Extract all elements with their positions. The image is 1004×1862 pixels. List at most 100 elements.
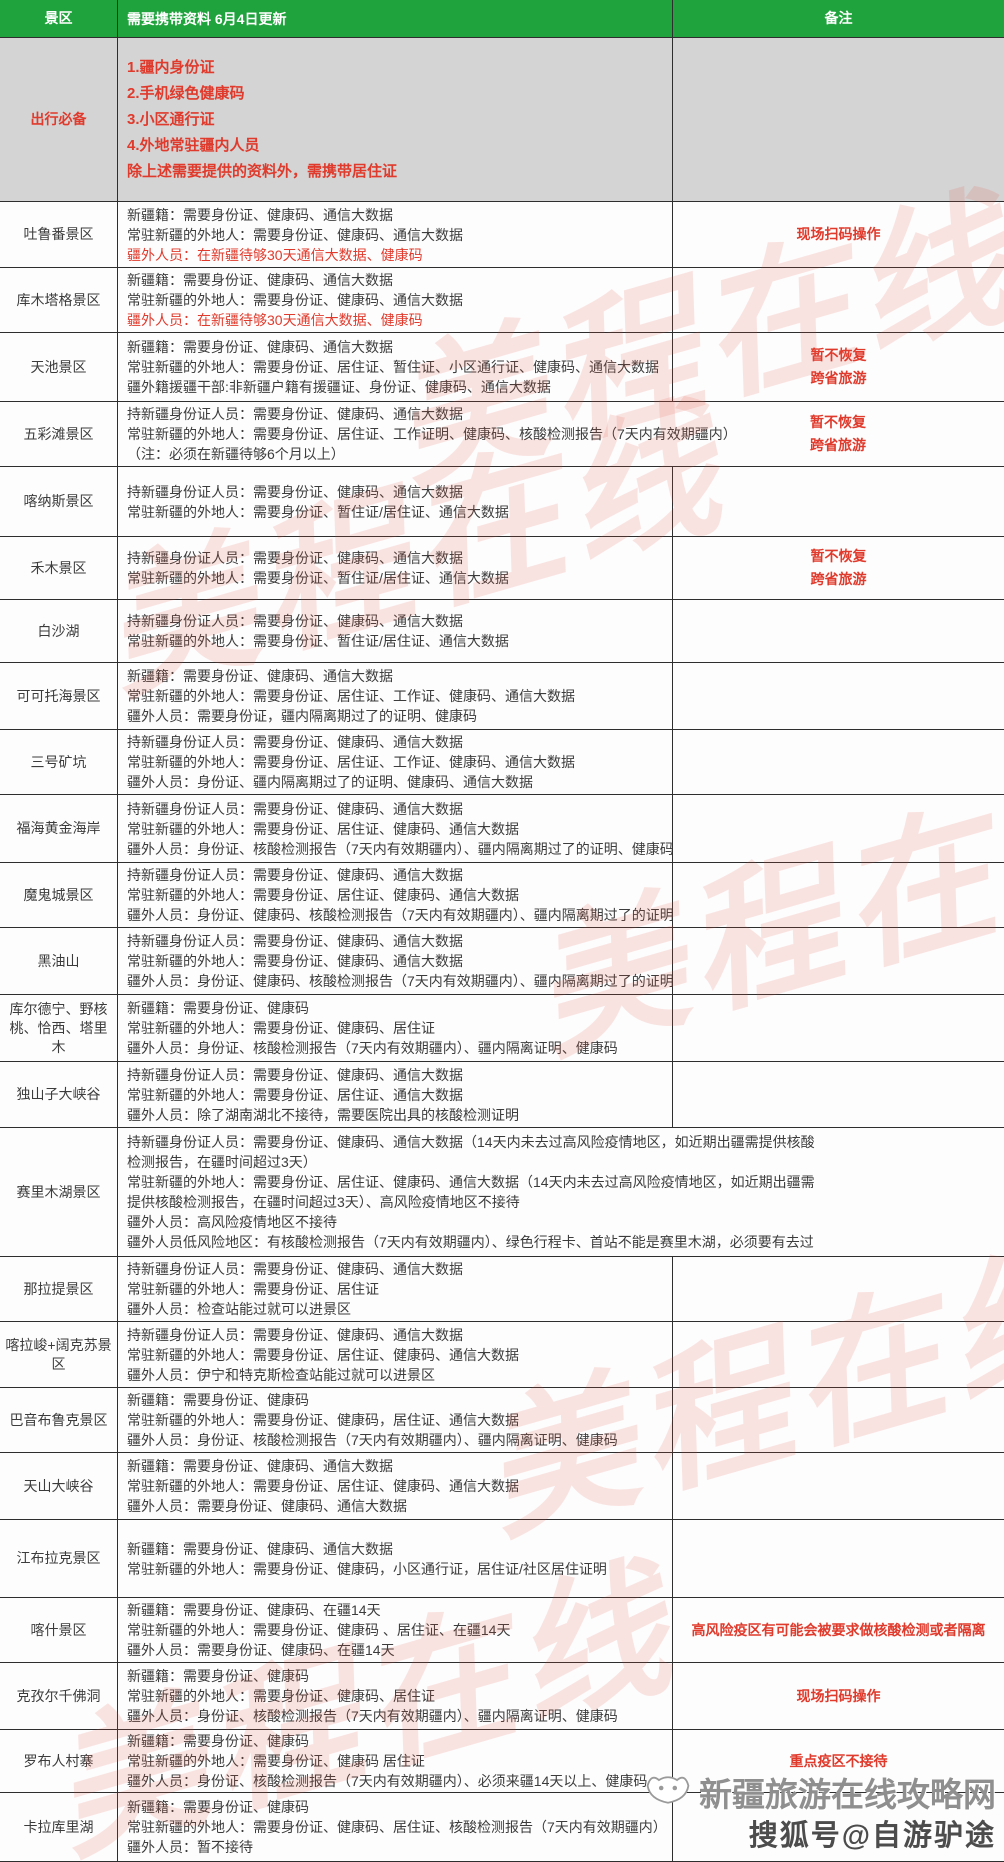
scenic-area-name: 禾木景区 — [0, 537, 118, 599]
remark-cell: 暂不恢复 跨省旅游 — [672, 537, 1004, 599]
doc-line: 常驻新疆的外地人：需要身份证、健康码、通信大数据 — [127, 953, 463, 969]
doc-line: 常驻新疆的外地人：需要身份证、居住证、工作证、健康码、通信大数据 — [127, 688, 575, 704]
scenic-area-name: 吐鲁番景区 — [0, 202, 118, 267]
scenic-area-name: 喀纳斯景区 — [0, 467, 118, 536]
doc-line: 疆外人员：身份证、核酸检测报告（7天内有效期疆内）、疆内隔离证明、健康码 — [127, 1432, 618, 1448]
doc-line: 常驻新疆的外地人：需要身份证、暂住证/居住证、通信大数据 — [127, 503, 509, 520]
table-row: 库木塔格景区 新疆籍：需要身份证、健康码、通信大数据 常驻新疆的外地人：需要身份证、… — [0, 268, 1004, 333]
doc-line: 疆外人员：身份证、核酸检测报告（7天内有效期疆内）、必须来疆14天以上、健康码 — [127, 1773, 648, 1789]
remark-cell: 现场扫码操作 — [672, 202, 1004, 267]
doc-line: 常驻新疆的外地人：需要身份证、健康码，居住证、通信大数据 — [127, 1412, 519, 1428]
doc-line: 新疆籍：需要身份证、健康码、通信大数据 — [127, 272, 393, 288]
remark-cell — [672, 600, 1004, 662]
scenic-area-name: 赛里木湖景区 — [0, 1128, 118, 1256]
rows-container: 吐鲁番景区 新疆籍：需要身份证、健康码、通信大数据 常驻新疆的外地人：需要身份证、健… — [0, 202, 1004, 1862]
doc-line: 持新疆身份证人员：需要身份证、健康码、通信大数据 — [127, 1326, 463, 1343]
remark-cell — [672, 1388, 1004, 1452]
remark-cell — [672, 467, 1004, 536]
docs-cell: 新疆籍：需要身份证、健康码常驻新疆的外地人：需要身份证、健康码、居住证疆外人员：… — [118, 1663, 672, 1729]
doc-line: 疆外人员：身份证、健康码、核酸检测报告（7天内有效期疆内）、疆内隔离期过了的证明 — [127, 973, 674, 989]
doc-line: 疆外人员：在新疆待够30天通信大数据、健康码 — [127, 312, 423, 328]
docs-cell: 新疆籍：需要身份证、健康码、通信大数据 常驻新疆的外地人：需要身份证、居住证、健康… — [118, 1453, 672, 1519]
table-row: 库尔德宁、野核桃、恰西、塔里木 新疆籍：需要身份证、健康码 常驻新疆的外地人：需要身… — [0, 995, 1004, 1062]
doc-line: 持新疆身份证人员：需要身份证、健康码、通信大数据 — [127, 867, 463, 883]
scenic-area-name: 江布拉克景区 — [0, 1520, 118, 1597]
doc-line: 疆外人员：需要身份证、健康码、通信大数据 — [127, 1498, 407, 1514]
doc-line: 持新疆身份证人员：需要身份证、健康码、通信大数据 — [127, 483, 463, 500]
table-row: 天池景区 新疆籍：需要身份证、健康码、通信大数据 常驻新疆的外地人：需要身份证、居住… — [0, 333, 1004, 402]
essentials-name: 出行必备 — [0, 38, 118, 201]
docs-cell: 持新疆身份证人员：需要身份证、健康码、通信大数据 常驻新疆的外地人：需要身份证、居… — [118, 795, 674, 862]
doc-line: 常驻新疆的外地人：需要身份证、暂住证/居住证、通信大数据 — [127, 633, 509, 649]
footer-site: 新疆旅游在线攻略网 — [645, 1768, 996, 1816]
doc-line: 持新疆身份证人员：需要身份证、健康码、通信大数据 — [127, 800, 463, 817]
remark-cell — [672, 1520, 1004, 1597]
remark-cell — [672, 730, 1004, 794]
doc-line: 常驻新疆的外地人：需要身份证、居住证、工作证明、健康码、核酸检测报告（7天内有效… — [127, 426, 737, 442]
doc-line: 疆外人员：伊宁和特克斯检查站能过就可以进景区 — [127, 1366, 435, 1383]
scenic-area-name: 三号矿坑 — [0, 730, 118, 794]
header-remark-col: 备注 — [672, 0, 1004, 37]
scenic-area-name: 喀拉峻+阔克苏景区 — [0, 1322, 118, 1387]
remark-cell — [672, 268, 1004, 332]
essentials-line: 2.手机绿色健康码 — [127, 84, 245, 102]
table-row: 巴音布鲁克景区 新疆籍：需要身份证、健康码 常驻新疆的外地人：需要身份证、健康码，居… — [0, 1388, 1004, 1453]
docs-cell: 持新疆身份证人员：需要身份证、健康码、通信大数据常驻新疆的外地人：需要身份证、暂… — [118, 537, 672, 599]
table-row: 白沙湖 持新疆身份证人员：需要身份证、健康码、通信大数据 常驻新疆的外地人：需要身份… — [0, 600, 1004, 663]
docs-cell: 持新疆身份证人员：需要身份证、健康码、通信大数据 常驻新疆的外地人：需要身份证、居… — [118, 1062, 672, 1127]
doc-line: 新疆籍：需要身份证、健康码、通信大数据 — [127, 206, 393, 223]
doc-line: 疆外人员：暂不接待 — [127, 1839, 253, 1855]
table-row: 喀什景区 新疆籍：需要身份证、健康码、在疆14天 常驻新疆的外地人：需要身份证、健康… — [0, 1598, 1004, 1663]
docs-cell: 新疆籍：需要身份证、健康码、通信大数据常驻新疆的外地人：需要身份证、健康码、通信… — [118, 202, 672, 267]
table-row: 魔鬼城景区 持新疆身份证人员：需要身份证、健康码、通信大数据 常驻新疆的外地人：需要… — [0, 863, 1004, 928]
doc-line: 常驻新疆的外地人：需要身份证、居住证、暂住证、小区通行证、健康码、通信大数据 — [127, 359, 659, 375]
docs-cell: 持新疆身份证人员：需要身份证、健康码、通信大数据 常驻新疆的外地人：需要身份证、居… — [118, 1257, 672, 1321]
doc-line: 疆外人员：身份证、核酸检测报告（7天内有效期疆内）、疆内隔离期过了的证明、健康码 — [127, 840, 674, 857]
docs-cell: 持新疆身份证人员：需要身份证、健康码、通信大数据 常驻新疆的外地人：需要身份证、居… — [118, 730, 672, 794]
doc-line: 持新疆身份证人员：需要身份证、健康码、通信大数据 — [127, 933, 463, 949]
doc-line: 常驻新疆的外地人：需要身份证、健康码、通信大数据 — [127, 226, 463, 243]
essentials-docs: 1.疆内身份证 2.手机绿色健康码 3.小区通行证 4.外地常驻疆内人员 除上述需要提供… — [118, 38, 672, 201]
footer-site-label: 新疆旅游在线攻略网 — [699, 1776, 996, 1813]
table-row: 那拉提景区 持新疆身份证人员：需要身份证、健康码、通信大数据 常驻新疆的外地人：需要… — [0, 1257, 1004, 1322]
doc-line: 常驻新疆的外地人：需要身份证、居住证、通信大数据 — [127, 1086, 463, 1103]
table-row: 罗布人村寨 新疆籍：需要身份证、健康码 常驻新疆的外地人：需要身份证、健康码 居住证… — [0, 1730, 1004, 1793]
table-row: 五彩滩景区 持新疆身份证人员：需要身份证、健康码、通信大数据 常驻新疆的外地人：需要… — [0, 402, 1004, 467]
docs-cell: 新疆籍：需要身份证、健康码、通信大数据 常驻新疆的外地人：需要身份证、健康码，小区… — [118, 1520, 672, 1597]
doc-line: 新疆籍：需要身份证、健康码 — [127, 1668, 309, 1684]
doc-line: 持新疆身份证人员：需要身份证、健康码、通信大数据 — [127, 550, 463, 566]
doc-line: 疆外籍援疆干部:非新疆户籍有援疆证、身份证、健康码、通信大数据 — [127, 379, 551, 395]
header-docs-col: 需要携带资料 6月4日更新 — [118, 0, 672, 37]
remark-cell — [672, 1257, 1004, 1321]
doc-line: 新疆籍：需要身份证、健康码、通信大数据 — [127, 1458, 393, 1474]
scenic-area-name: 喀什景区 — [0, 1598, 118, 1662]
doc-line: 新疆籍：需要身份证、健康码 — [127, 1000, 309, 1016]
remark-cell — [672, 995, 1004, 1061]
docs-cell: 持新疆身份证人员：需要身份证、健康码、通信大数据 常驻新疆的外地人：需要身份证、居… — [118, 863, 674, 927]
doc-line: 疆外人员：需要身份证、健康码、在疆14天 — [127, 1642, 395, 1658]
doc-line: 常驻新疆的外地人：需要身份证、健康码、居住证 — [127, 1688, 435, 1704]
remark-cell — [672, 795, 1004, 862]
table-row: 克孜尔千佛洞 新疆籍：需要身份证、健康码 常驻新疆的外地人：需要身份证、健康码、居住… — [0, 1663, 1004, 1730]
docs-cell: 新疆籍：需要身份证、健康码 常驻新疆的外地人：需要身份证、健康码，居住证、通信大数… — [118, 1388, 672, 1452]
docs-cell: 持新疆身份证人员：需要身份证、健康码、通信大数据常驻新疆的外地人：需要身份证、暂… — [118, 600, 672, 662]
doc-line: 新疆籍：需要身份证、健康码、通信大数据 — [127, 1540, 393, 1557]
table-row: 黑油山 持新疆身份证人员：需要身份证、健康码、通信大数据 常驻新疆的外地人：需要身份… — [0, 928, 1004, 995]
doc-line: 新疆籍：需要身份证、健康码、通信大数据 — [127, 668, 393, 684]
doc-line: 常驻新疆的外地人：需要身份证、暂住证/居住证、通信大数据 — [127, 570, 509, 586]
scenic-area-name: 巴音布鲁克景区 — [0, 1388, 118, 1452]
docs-cell: 持新疆身份证人员：需要身份证、健康码、通信大数据 常驻新疆的外地人：需要身份证、健… — [118, 928, 674, 994]
doc-line: （注：必须在新疆待够6个月以上） — [127, 446, 345, 462]
doc-line: 疆外人员：高风险疫情地区不接待 — [127, 1214, 337, 1230]
scenic-area-name: 独山子大峡谷 — [0, 1062, 118, 1127]
docs-cell: 持新疆身份证人员：需要身份证、健康码、通信大数据（14天内未去过高风险疫情地区，… — [118, 1128, 815, 1256]
doc-line: 疆外人员：身份证、核酸检测报告（7天内有效期疆内）、疆内隔离证明、健康码 — [127, 1708, 618, 1724]
docs-cell: 新疆籍：需要身份证、健康码 常驻新疆的外地人：需要身份证、健康码 居住证 疆外人员：… — [118, 1730, 672, 1792]
doc-line: 常驻新疆的外地人：需要身份证、居住证、工作证、健康码、通信大数据 — [127, 754, 575, 770]
doc-line: 持新疆身份证人员：需要身份证、健康码、通信大数据 — [127, 613, 463, 629]
essentials-remark — [672, 38, 1004, 201]
table-row: 天山大峡谷 新疆籍：需要身份证、健康码、通信大数据 常驻新疆的外地人：需要身份证、居… — [0, 1453, 1004, 1520]
sohu-fox-icon — [645, 1771, 691, 1813]
essentials-line: 3.小区通行证 — [127, 110, 215, 128]
